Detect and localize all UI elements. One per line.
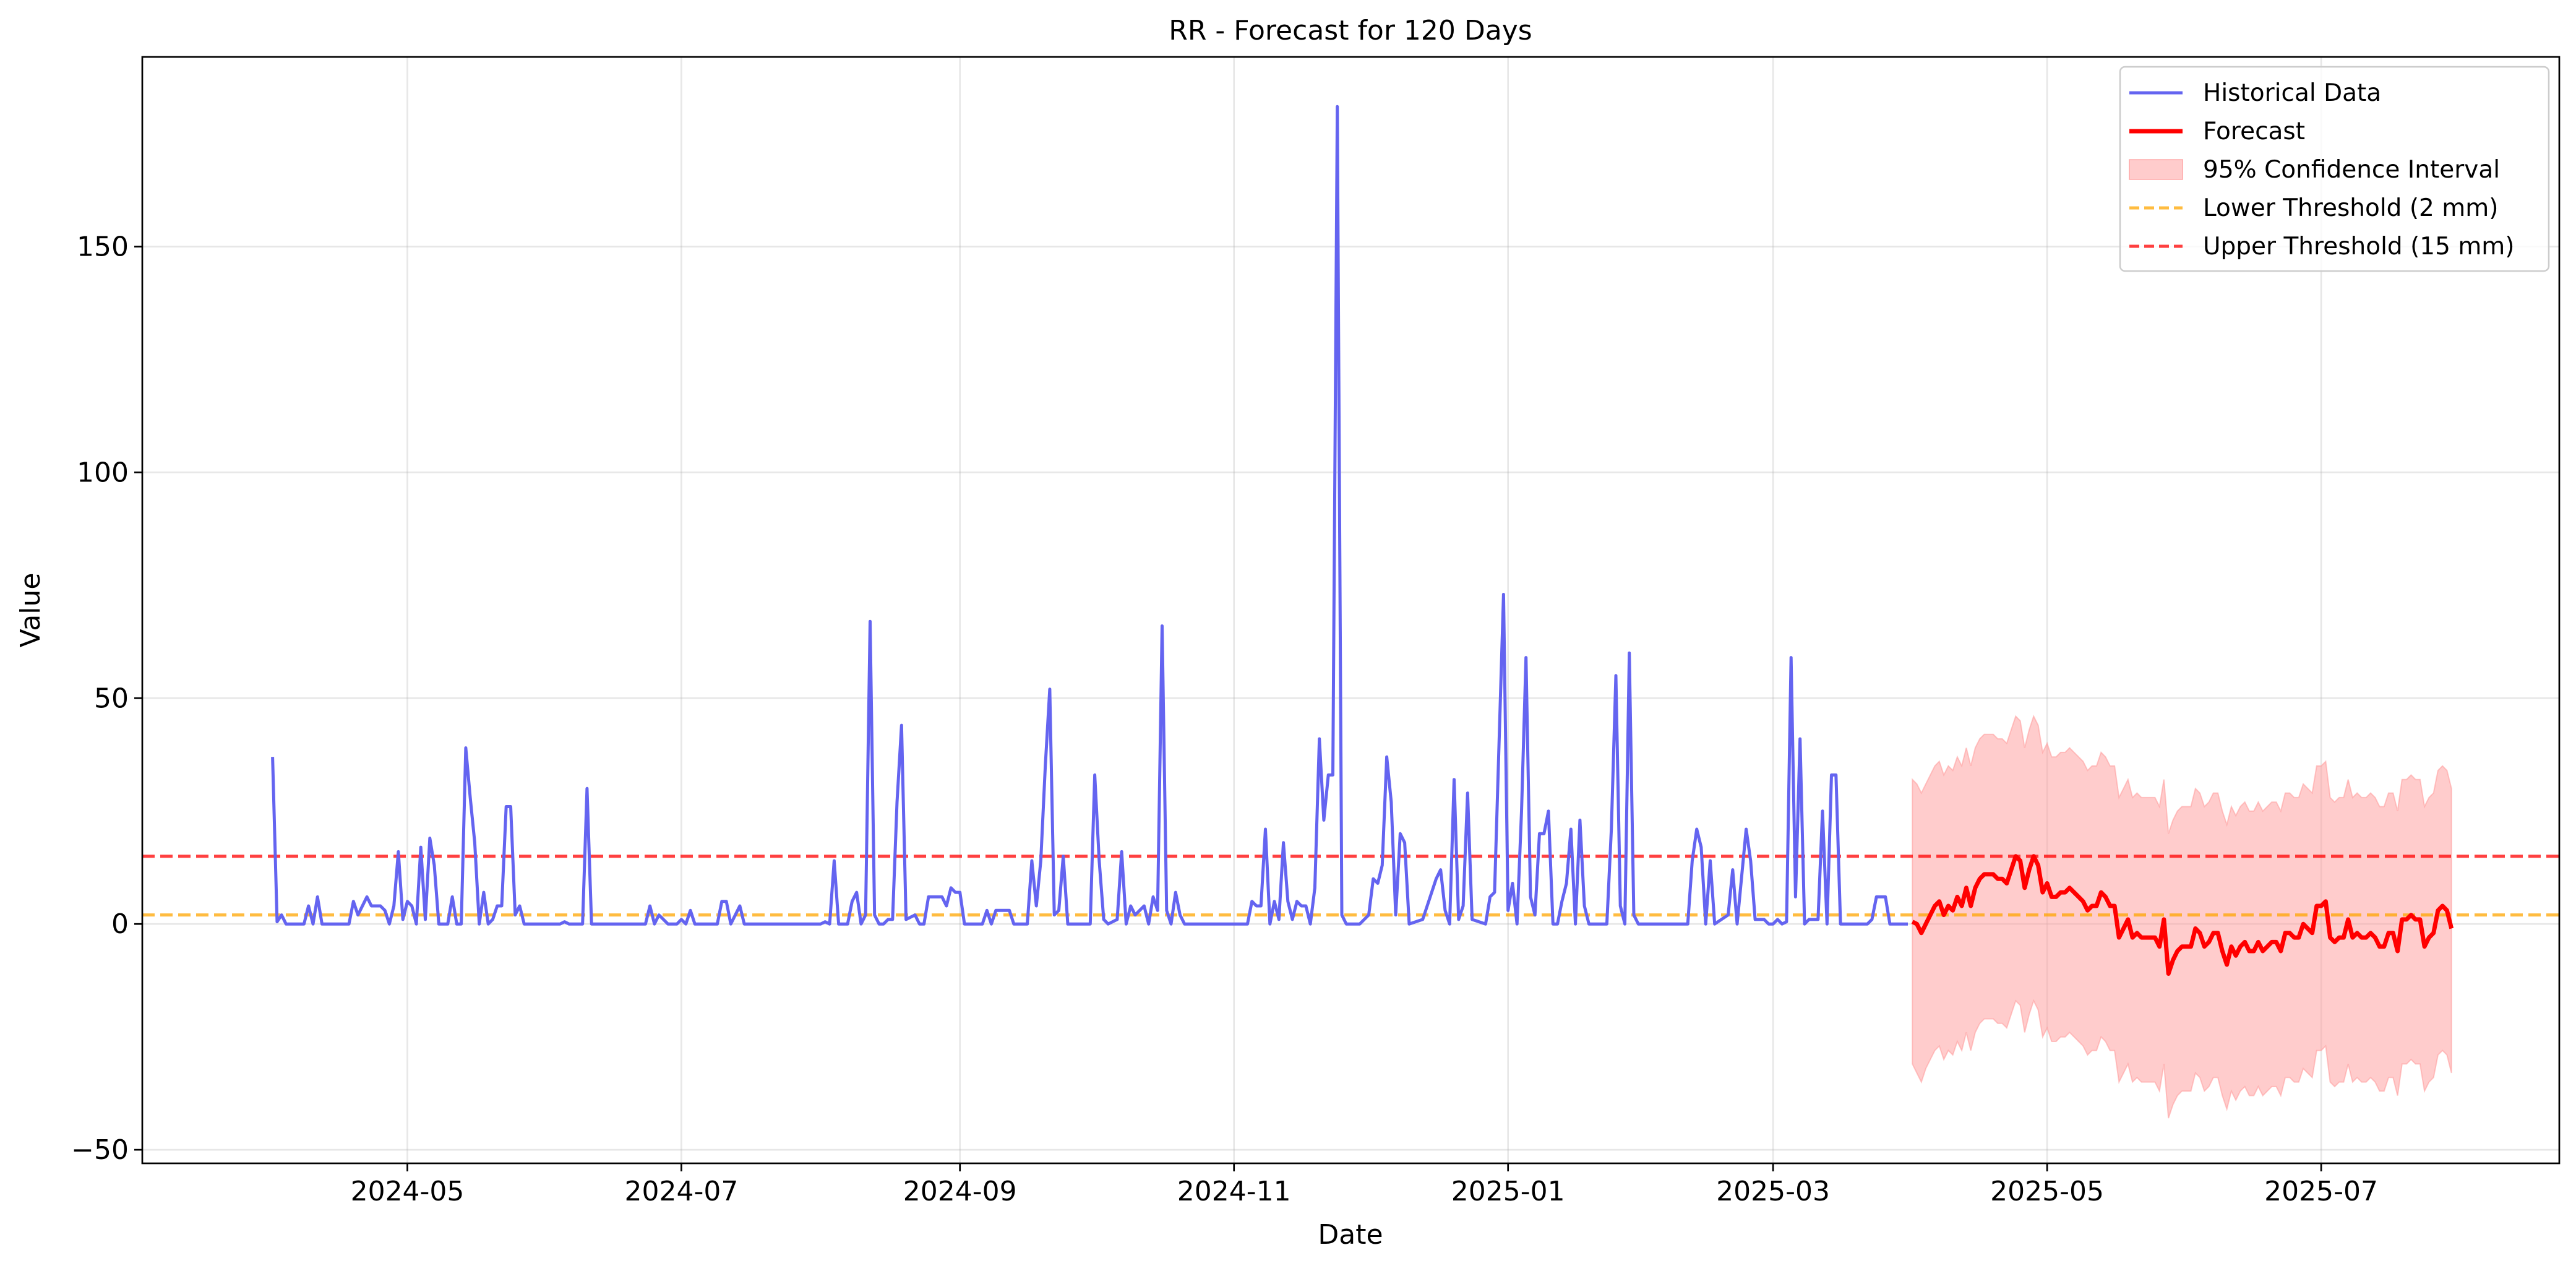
legend-label-confidence-interval: 95% Confidence Interval (2203, 156, 2500, 184)
x-tick-label: 2024-11 (1177, 1176, 1291, 1207)
x-tick-label: 2025-05 (1990, 1176, 2104, 1207)
confidence-interval-band (1912, 714, 2452, 1119)
axis-ticks: 2024-05 2024-07 2024-09 2024-11 2025-01 2025-… (71, 231, 2378, 1208)
historical-data-line (271, 105, 1908, 926)
chart-title: RR - Forecast for 120 Days (1169, 15, 1532, 46)
legend-label-lower-threshold: Lower Threshold (2 mm) (2203, 194, 2498, 222)
y-tick-label: 100 (77, 457, 129, 488)
x-tick-label: 2024-05 (351, 1176, 465, 1207)
x-tick-label: 2025-03 (1716, 1176, 1830, 1207)
y-tick-label: 0 (111, 908, 129, 940)
forecast-line (1911, 854, 2454, 976)
y-tick-label: −50 (71, 1134, 129, 1166)
y-tick-label: 150 (77, 231, 129, 263)
y-tick-label: 50 (94, 683, 129, 714)
series-layer (271, 105, 2454, 976)
x-tick-label: 2025-01 (1451, 1176, 1565, 1207)
x-tick-label: 2024-07 (624, 1176, 738, 1207)
legend-label-historical-data: Historical Data (2203, 79, 2381, 107)
y-axis-label: Value (15, 573, 46, 648)
confidence-interval-layer (1912, 714, 2452, 1119)
threshold-layer (142, 855, 2559, 917)
legend-label-upper-threshold: Upper Threshold (15 mm) (2203, 233, 2515, 261)
legend-box (2119, 66, 2550, 272)
legend-label-forecast: Forecast (2203, 118, 2305, 145)
legend: Historical Data Forecast 95% Confidence In… (2119, 66, 2550, 272)
plot-frame (141, 56, 2561, 1165)
x-tick-label: 2024-09 (903, 1176, 1017, 1207)
x-axis-label: Date (1318, 1219, 1383, 1251)
x-tick-label: 2025-07 (2264, 1176, 2378, 1207)
legend-swatch-confidence-interval (2129, 159, 2183, 180)
